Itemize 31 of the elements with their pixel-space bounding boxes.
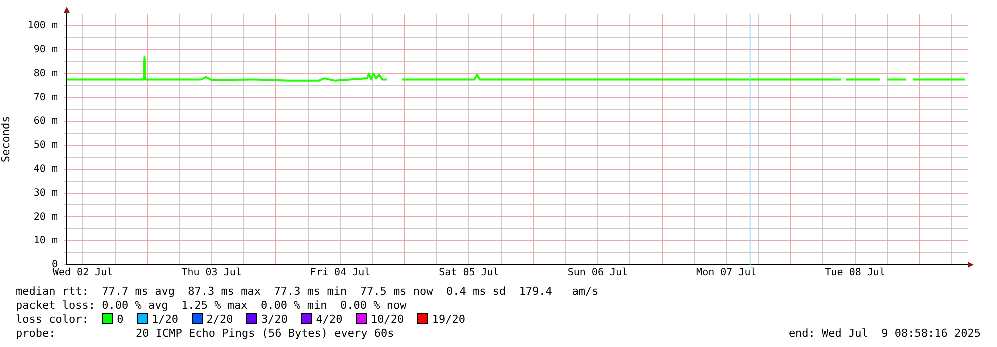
- x-tick-label: Wed 02 Jul: [52, 268, 114, 279]
- x-tick-label: Fri 04 Jul: [310, 268, 371, 279]
- x-tick-label: Thu 03 Jul: [182, 268, 242, 279]
- text: 19/20: [432, 313, 466, 326]
- y-tick-label: 50 m: [34, 140, 58, 152]
- y-tick-label: 20 m: [34, 212, 58, 223]
- text: 20 ICMP Echo Pings (56 Bytes) every 60s: [136, 327, 394, 340]
- y-tick-label: 60 m: [34, 116, 58, 128]
- x-tick-label: Sat 05 Jul: [439, 268, 500, 279]
- text: end: Wed Jul 9 08:58:16 2025: [788, 327, 981, 340]
- x-tick-label: Sun 06 Jul: [568, 268, 628, 279]
- text: 4/20: [316, 313, 344, 326]
- text: 2/20: [206, 313, 234, 326]
- text: probe:: [16, 327, 57, 340]
- y-tick-label: 100 m: [28, 20, 58, 32]
- text: median rtt: 77.7 ms avg 87.3 ms max 77.3 ms min 77.5 ms now 0.4 ms sd 179.4 am/s: [16, 285, 599, 298]
- text: 10/20: [370, 313, 406, 326]
- y-tick-label: 70 m: [34, 92, 58, 104]
- x-tick-label: Mon 07 Jul: [696, 268, 757, 279]
- text: 0: [117, 313, 125, 326]
- y-tick-label: 90 m: [34, 44, 58, 56]
- y-axis-title: Seconds: [0, 116, 12, 163]
- text: 1/20: [152, 313, 180, 326]
- text: packet loss: 0.00 % avg 1.25 % max 0.00 % min 0.00 % now: [16, 299, 407, 312]
- text: 3/20: [261, 313, 289, 326]
- y-tick-label: 10 m: [34, 236, 58, 247]
- y-tick-label: 30 m: [34, 188, 58, 199]
- y-tick-label: 40 m: [34, 164, 58, 175]
- x-tick-label: Tue 08 Jul: [825, 268, 886, 279]
- text: loss color:: [16, 313, 90, 326]
- y-tick-label: 80 m: [34, 68, 58, 80]
